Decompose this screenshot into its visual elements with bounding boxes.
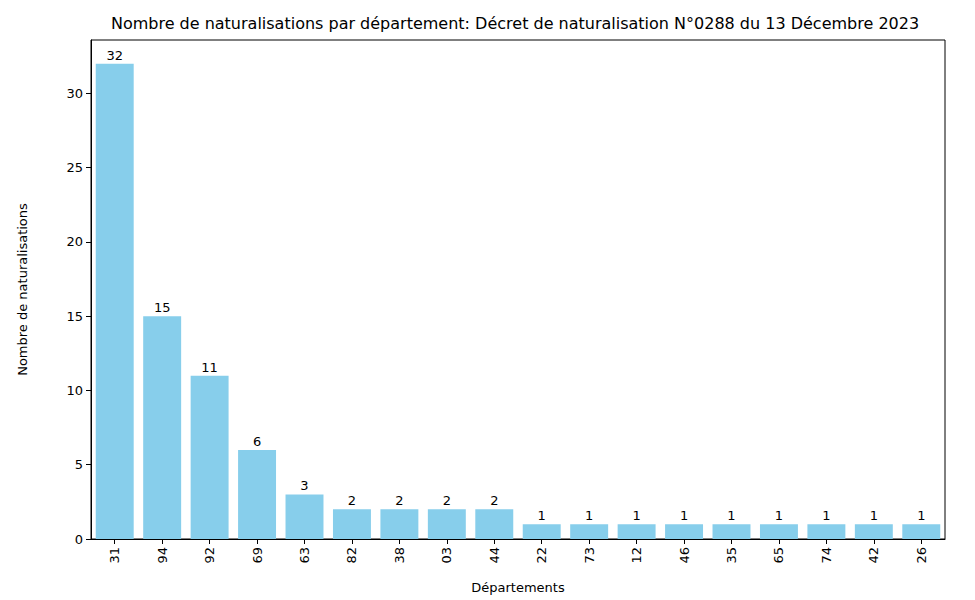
svg-text:38: 38 <box>392 547 407 564</box>
svg-text:1: 1 <box>870 508 878 523</box>
svg-text:15: 15 <box>66 309 83 324</box>
svg-text:10: 10 <box>66 383 83 398</box>
svg-text:1: 1 <box>917 508 925 523</box>
svg-text:1: 1 <box>680 508 688 523</box>
svg-text:73: 73 <box>582 547 597 564</box>
svg-text:42: 42 <box>866 547 881 564</box>
svg-text:1: 1 <box>538 508 546 523</box>
svg-text:82: 82 <box>344 547 359 564</box>
svg-text:94: 94 <box>155 547 170 564</box>
svg-text:69: 69 <box>250 547 265 564</box>
svg-text:0: 0 <box>75 532 83 547</box>
svg-text:2: 2 <box>443 493 451 508</box>
svg-text:03: 03 <box>439 547 454 564</box>
svg-text:1: 1 <box>632 508 640 523</box>
svg-text:46: 46 <box>677 547 692 564</box>
svg-text:6: 6 <box>253 434 261 449</box>
svg-text:2: 2 <box>395 493 403 508</box>
svg-text:26: 26 <box>914 547 929 564</box>
svg-text:1: 1 <box>585 508 593 523</box>
svg-text:Nombre de naturalisations par: Nombre de naturalisations par départemen… <box>111 14 919 33</box>
svg-text:32: 32 <box>106 48 123 63</box>
svg-text:35: 35 <box>724 547 739 564</box>
svg-text:25: 25 <box>66 160 83 175</box>
svg-text:1: 1 <box>822 508 830 523</box>
svg-text:92: 92 <box>202 547 217 564</box>
svg-text:3: 3 <box>300 478 308 493</box>
svg-text:2: 2 <box>490 493 498 508</box>
svg-text:31: 31 <box>107 547 122 564</box>
svg-text:2: 2 <box>348 493 356 508</box>
svg-text:5: 5 <box>75 457 83 472</box>
svg-text:15: 15 <box>154 300 171 315</box>
svg-text:12: 12 <box>629 547 644 564</box>
svg-text:22: 22 <box>534 547 549 564</box>
svg-text:74: 74 <box>819 547 834 564</box>
svg-text:63: 63 <box>297 547 312 564</box>
svg-text:1: 1 <box>727 508 735 523</box>
svg-text:Nombre de naturalisations: Nombre de naturalisations <box>15 203 30 376</box>
svg-text:65: 65 <box>771 547 786 564</box>
svg-text:Départements: Départements <box>471 580 565 595</box>
svg-text:11: 11 <box>201 360 218 375</box>
svg-text:30: 30 <box>66 86 83 101</box>
svg-text:1: 1 <box>775 508 783 523</box>
svg-text:44: 44 <box>487 547 502 564</box>
svg-text:20: 20 <box>66 234 83 249</box>
